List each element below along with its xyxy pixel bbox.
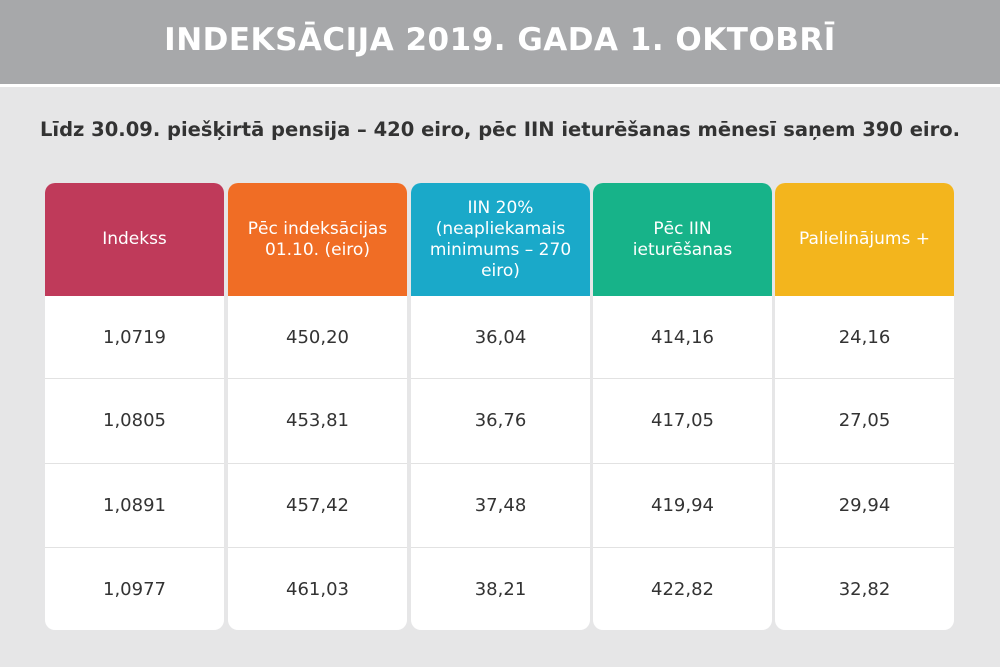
table-cell: 457,42 [228, 462, 407, 548]
table-cell: 1,0891 [45, 462, 224, 548]
table-cell: 453,81 [228, 378, 407, 463]
column-increase: Palielinājums + 24,16 27,05 29,94 32,82 [775, 183, 954, 630]
page-title: INDEKSĀCIJA 2019. GADA 1. OKTOBRĪ [164, 22, 836, 58]
column-header: IIN 20% (neapliekamais minimums – 270 ei… [411, 183, 590, 300]
column-income-tax: IIN 20% (neapliekamais minimums – 270 ei… [411, 183, 590, 630]
column-header: Indekss [45, 183, 224, 300]
table-cell: 1,0805 [45, 378, 224, 463]
title-banner: INDEKSĀCIJA 2019. GADA 1. OKTOBRĪ [0, 0, 1000, 87]
column-after-tax: Pēc IIN ieturēšanas 414,16 417,05 419,94… [593, 183, 772, 630]
table-cell: 29,94 [775, 462, 954, 548]
table-cell: 422,82 [593, 547, 772, 630]
subtitle: Līdz 30.09. piešķirtā pensija – 420 eiro… [39, 118, 961, 141]
table-cell: 36,76 [411, 378, 590, 463]
table-cell: 1,0977 [45, 547, 224, 630]
table-cell: 417,05 [593, 378, 772, 463]
column-index: Indekss 1,0719 1,0805 1,0891 1,0977 [45, 183, 224, 630]
table-cell: 27,05 [775, 378, 954, 463]
table-cell: 36,04 [474, 326, 527, 348]
table-cell: 414,16 [651, 326, 714, 348]
column-header: Pēc IIN ieturēšanas [593, 183, 772, 300]
table-cell: 450,20 [286, 326, 349, 348]
column-header: Pēc indeksācijas 01.10. (eiro) [228, 183, 407, 300]
table-cell: 38,21 [411, 547, 590, 630]
table-cell: 1,0719 [103, 326, 166, 348]
table-cell: 461,03 [228, 547, 407, 630]
column-header: Palielinājums + [775, 183, 954, 300]
column-after-indexation: Pēc indeksācijas 01.10. (eiro) 450,20 45… [228, 183, 407, 630]
table-cell: 24,16 [838, 326, 891, 348]
table-cell: 419,94 [593, 462, 772, 548]
table-cell: 32,82 [775, 547, 954, 630]
table-cell: 37,48 [411, 462, 590, 548]
